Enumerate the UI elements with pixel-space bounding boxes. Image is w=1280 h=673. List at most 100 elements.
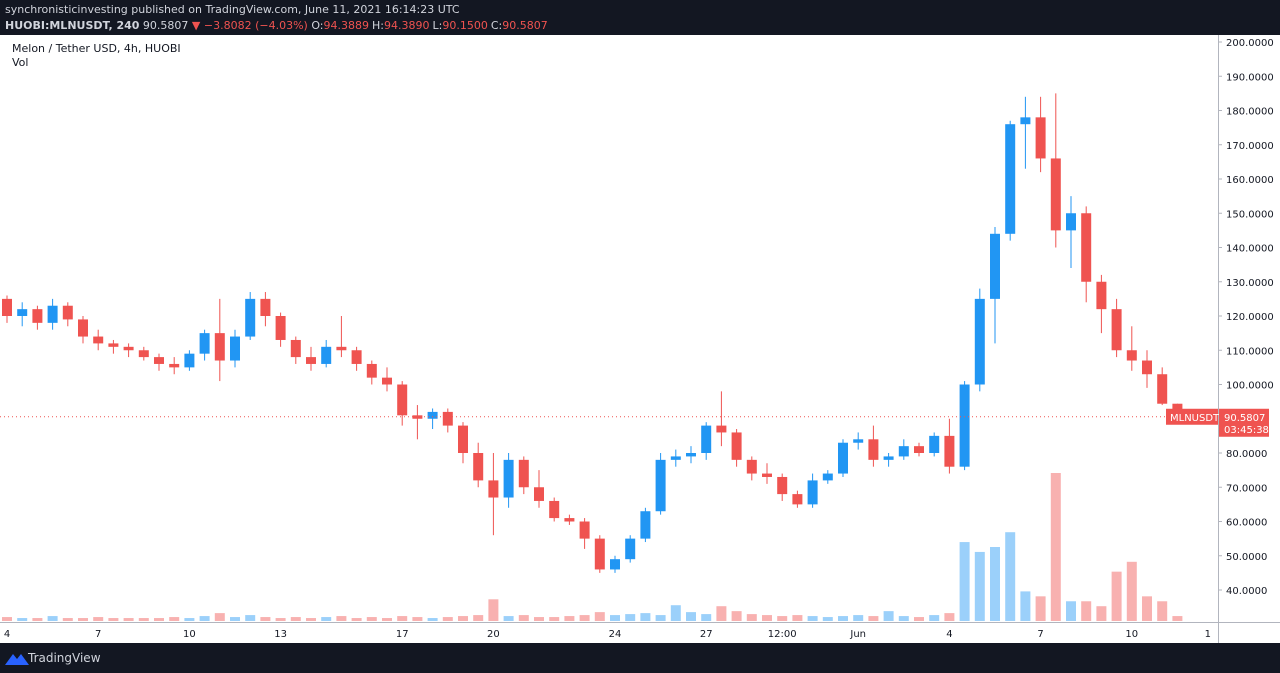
- volume-bar: [670, 605, 681, 621]
- publisher: synchronisticinvesting published on Trad…: [5, 3, 460, 16]
- volume-bar: [914, 617, 924, 621]
- y-tick-label: 200.0000: [1226, 38, 1274, 49]
- candle-body: [777, 476, 788, 495]
- volume-bar: [610, 615, 620, 621]
- ohlc-label: L:: [432, 19, 443, 32]
- y-tick-label: 60.0000: [1226, 518, 1267, 529]
- candle-body: [397, 384, 408, 416]
- chart-title: Melon / Tether USD, 4h, HUOBI: [12, 42, 181, 55]
- volume-bar: [78, 618, 88, 621]
- candle-body: [78, 319, 88, 337]
- volume-bar: [701, 614, 712, 621]
- volume-bar: [1035, 596, 1046, 621]
- volume-bar: [1142, 596, 1152, 621]
- candle-body: [610, 559, 620, 570]
- x-tick-label: 10: [1125, 629, 1138, 640]
- candle-body: [670, 456, 681, 460]
- volume-bar: [184, 618, 195, 621]
- candle-body: [412, 415, 423, 419]
- candle-body: [427, 411, 438, 419]
- candle-body: [138, 350, 149, 358]
- volume-bar: [32, 618, 43, 621]
- volume-bar: [1157, 601, 1168, 621]
- volume-bar: [1111, 571, 1122, 621]
- volume-bar: [214, 613, 225, 621]
- volume-bar: [93, 617, 104, 621]
- chart: Melon / Tether USD, 4h, HUOBI Vol 40.000…: [0, 35, 1280, 643]
- y-tick-label: 70.0000: [1226, 483, 1267, 494]
- volume-bar: [1081, 601, 1092, 621]
- y-tick-label: 100.0000: [1226, 381, 1274, 392]
- candle-body: [473, 453, 484, 481]
- candle-body: [974, 298, 985, 385]
- symbol: HUOBI:MLNUSDT, 240: [5, 19, 140, 32]
- candle-body: [32, 309, 43, 323]
- candle-body: [488, 480, 499, 498]
- x-tick-label: 4: [4, 629, 10, 640]
- volume-bar: [534, 617, 544, 621]
- candle-body: [1005, 124, 1016, 234]
- x-tick-label: 7: [1037, 629, 1043, 640]
- candle-body: [838, 442, 848, 474]
- last-price-label: 90.5807: [1224, 413, 1265, 424]
- candle-body: [214, 333, 225, 361]
- volume-bar: [427, 618, 438, 621]
- candle-body: [564, 518, 575, 522]
- candle-body: [1081, 213, 1092, 282]
- y-tick-label: 110.0000: [1226, 346, 1274, 357]
- candle-body: [898, 446, 909, 457]
- y-tick-label: 120.0000: [1226, 312, 1274, 323]
- x-tick-label: 27: [700, 629, 713, 640]
- volume-bar: [351, 618, 362, 621]
- volume-bar: [974, 551, 985, 621]
- candle-body: [108, 343, 119, 347]
- volume-bar: [199, 616, 210, 621]
- x-tick-label: 17: [396, 629, 409, 640]
- volume-bar: [108, 618, 119, 621]
- volume-bar: [503, 616, 514, 621]
- volume-bar: [1005, 532, 1016, 621]
- volume-bar: [716, 606, 727, 621]
- candle-body: [807, 480, 818, 505]
- ohlc: O:94.3889 H:94.3890 L:90.1500 C:90.5807: [311, 19, 550, 32]
- volume-bar: [397, 616, 408, 621]
- candle-body: [123, 346, 134, 351]
- x-tick-label: 20: [487, 629, 500, 640]
- volume-bar: [138, 618, 149, 621]
- y-tick-label: 190.0000: [1226, 72, 1274, 83]
- x-tick-label: 12:00: [768, 629, 797, 640]
- volume-bar: [594, 612, 605, 621]
- candle-body: [853, 439, 864, 443]
- x-tick-label: 4: [946, 629, 952, 640]
- volume-bar: [807, 616, 818, 621]
- candle-body: [366, 363, 377, 378]
- ohlc-value: 94.3889: [323, 19, 370, 32]
- symbol-line: HUOBI:MLNUSDT, 240 90.5807 ▼ −3.8082 (−4…: [5, 19, 551, 32]
- candle-body: [93, 336, 104, 344]
- volume-bar: [777, 616, 788, 621]
- ohlc-value: 94.3890: [383, 19, 430, 32]
- candle-body: [822, 473, 833, 481]
- candle-body: [990, 233, 1000, 299]
- y-tick-label: 170.0000: [1226, 141, 1274, 152]
- x-tick-label: 7: [95, 629, 101, 640]
- candle-body: [351, 350, 362, 364]
- candle-body: [290, 339, 301, 358]
- candle-body: [260, 298, 271, 316]
- candle-body: [868, 439, 879, 460]
- candle-body: [594, 538, 605, 570]
- volume-bar: [640, 613, 651, 621]
- volume-bar: [1126, 561, 1137, 621]
- volume-bar: [990, 547, 1000, 621]
- candle-body: [1126, 350, 1137, 361]
- volume-bar: [579, 615, 590, 621]
- volume-bar: [838, 616, 848, 621]
- candle-body: [792, 494, 803, 505]
- y-tick-label: 160.0000: [1226, 175, 1274, 186]
- brand: TradingView: [28, 651, 101, 665]
- volume-bar: [306, 618, 316, 621]
- ohlc-label: C:: [490, 19, 503, 32]
- volume-bar: [275, 618, 286, 621]
- volume-bar: [549, 617, 560, 621]
